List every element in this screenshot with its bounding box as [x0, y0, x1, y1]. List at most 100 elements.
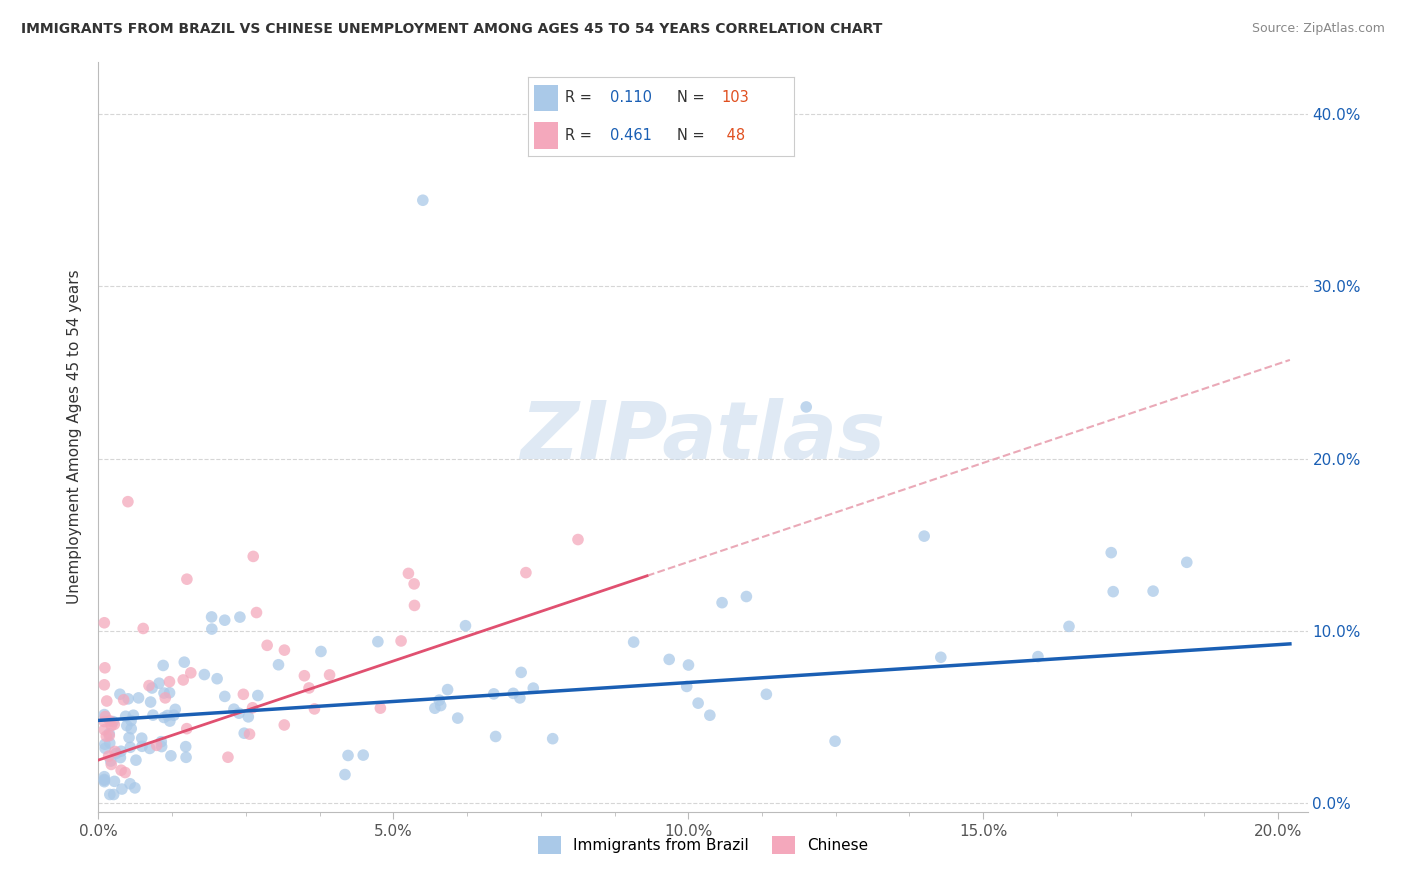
Point [120, 740, 142, 755]
Point [112, 693, 135, 707]
Point [292, 669, 315, 683]
Point [404, 599, 426, 613]
Point [159, 714, 181, 728]
Point [93, 723, 115, 737]
Point [94, 737, 117, 751]
Point [174, 750, 197, 764]
Point [711, 596, 734, 610]
Point [256, 638, 278, 652]
Point [502, 686, 524, 700]
Legend: Immigrants from Brazil, Chinese: Immigrants from Brazil, Chinese [531, 830, 875, 860]
Point [93, 615, 115, 630]
Point [180, 665, 202, 680]
Point [318, 668, 340, 682]
Point [1057, 619, 1080, 633]
Point [125, 753, 148, 767]
Point [117, 494, 139, 508]
Point [124, 780, 146, 795]
Point [794, 400, 817, 414]
Point [93, 774, 115, 789]
Point [205, 672, 228, 686]
Point [93, 770, 115, 784]
Point [138, 679, 160, 693]
Point [110, 763, 132, 777]
Point [228, 706, 250, 721]
Point [94, 661, 117, 675]
Point [370, 701, 392, 715]
Point [298, 681, 321, 695]
Point [273, 643, 295, 657]
Text: ZIPatlas: ZIPatlas [520, 398, 886, 476]
Point [131, 731, 153, 746]
Point [929, 650, 952, 665]
Point [447, 711, 470, 725]
Point [515, 566, 537, 580]
Point [105, 747, 128, 761]
Point [173, 655, 195, 669]
Point [118, 731, 141, 745]
Point [1026, 649, 1049, 664]
Point [98, 788, 121, 802]
Point [423, 701, 446, 715]
Point [699, 708, 721, 723]
Point [98, 736, 121, 750]
Point [510, 665, 533, 680]
Point [735, 590, 758, 604]
Point [755, 687, 778, 701]
Point [145, 739, 167, 753]
Point [101, 714, 124, 729]
Point [159, 686, 181, 700]
Point [427, 693, 450, 707]
Point [94, 741, 117, 756]
Point [352, 748, 374, 763]
Point [193, 667, 215, 681]
Text: Source: ZipAtlas.com: Source: ZipAtlas.com [1251, 22, 1385, 36]
Point [174, 739, 197, 754]
Point [912, 529, 935, 543]
Point [114, 709, 136, 723]
Point [242, 700, 264, 714]
Point [485, 730, 508, 744]
Point [98, 727, 121, 741]
Point [214, 613, 236, 627]
Point [567, 533, 589, 547]
Point [389, 634, 412, 648]
Point [141, 681, 163, 695]
Point [1102, 584, 1125, 599]
Point [214, 690, 236, 704]
Point [238, 727, 260, 741]
Point [245, 606, 267, 620]
Point [1175, 555, 1198, 569]
Point [150, 734, 173, 748]
Point [139, 741, 162, 756]
Point [100, 718, 122, 732]
Point [454, 618, 477, 632]
Point [120, 722, 142, 736]
Point [337, 748, 360, 763]
Point [232, 687, 254, 701]
Point [367, 634, 389, 648]
Point [165, 702, 187, 716]
Point [93, 707, 115, 722]
Point [273, 718, 295, 732]
Point [333, 767, 356, 781]
Point [150, 739, 173, 754]
Point [1142, 584, 1164, 599]
Point [153, 710, 176, 724]
Point [120, 714, 142, 728]
Point [93, 773, 115, 788]
Point [482, 687, 505, 701]
Point [163, 708, 186, 723]
Point [131, 739, 153, 754]
Point [160, 748, 183, 763]
Point [238, 710, 260, 724]
Point [103, 717, 125, 731]
Point [114, 765, 136, 780]
Y-axis label: Unemployment Among Ages 45 to 54 years: Unemployment Among Ages 45 to 54 years [67, 269, 83, 605]
Point [396, 566, 419, 581]
Point [233, 726, 256, 740]
Point [153, 686, 176, 700]
Point [200, 610, 222, 624]
Point [429, 698, 451, 713]
Point [142, 708, 165, 723]
